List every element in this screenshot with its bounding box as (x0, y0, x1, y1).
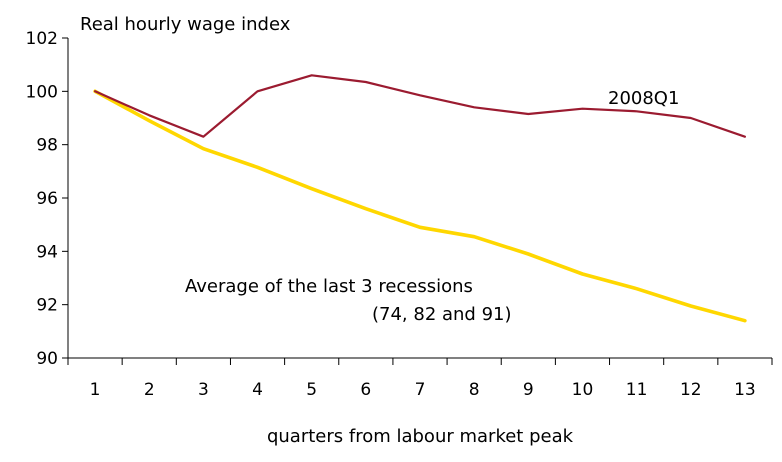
y-axis-title: Real hourly wage index (80, 14, 291, 35)
series-line-average (93, 89, 747, 323)
x-tick-label: 2 (144, 380, 155, 400)
x-tick-label: 4 (252, 380, 263, 400)
y-tick-label: 92 (36, 296, 58, 316)
x-axis-title: quarters from labour market peak (267, 426, 574, 447)
series-label-average-years: (74, 82 and 91) (372, 304, 512, 325)
y-tick-label: 94 (36, 242, 58, 262)
x-tick-label: 13 (734, 380, 756, 400)
y-tick-label: 96 (36, 189, 58, 209)
x-tick-label: 1 (90, 380, 101, 400)
y-tick-label: 90 (36, 349, 58, 369)
x-tick-label: 6 (360, 380, 371, 400)
y-tick-label: 98 (36, 136, 58, 156)
y-tick-label: 100 (26, 82, 58, 102)
x-tick-label: 10 (572, 380, 594, 400)
x-axis: 1 2 3 4 5 6 7 8 9 10 11 12 13 (67, 357, 773, 400)
y-tick-label: 102 (26, 29, 58, 49)
x-tick-label: 12 (680, 380, 702, 400)
x-tick-label: 9 (523, 380, 534, 400)
y-axis: 90 92 94 96 98 100 102 (26, 29, 69, 369)
x-tick-label: 7 (415, 380, 426, 400)
x-tick-label: 8 (469, 380, 480, 400)
x-tick-label: 5 (306, 380, 317, 400)
x-tick-label: 11 (626, 380, 648, 400)
series-label-average: Average of the last 3 recessions (185, 276, 473, 297)
series-layer (93, 74, 747, 323)
series-line-2008q1 (93, 74, 747, 138)
series-label-2008q1: 2008Q1 (608, 88, 679, 109)
x-tick-label: 3 (198, 380, 209, 400)
